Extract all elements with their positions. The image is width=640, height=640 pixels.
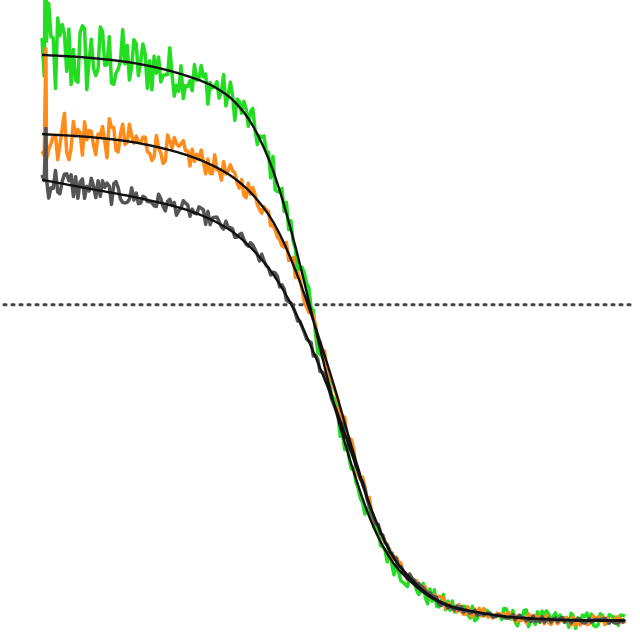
raw-series-line-3 (40, 126, 627, 625)
raw-data-layer (40, 0, 627, 631)
fit-series-line-2 (41, 132, 625, 622)
fit-line-layer (41, 53, 625, 622)
fit-series-line-1 (41, 53, 625, 622)
fit-series-line-3 (41, 178, 625, 622)
raw-series-line-2 (40, 47, 627, 627)
raw-series-line-1 (40, 0, 626, 631)
